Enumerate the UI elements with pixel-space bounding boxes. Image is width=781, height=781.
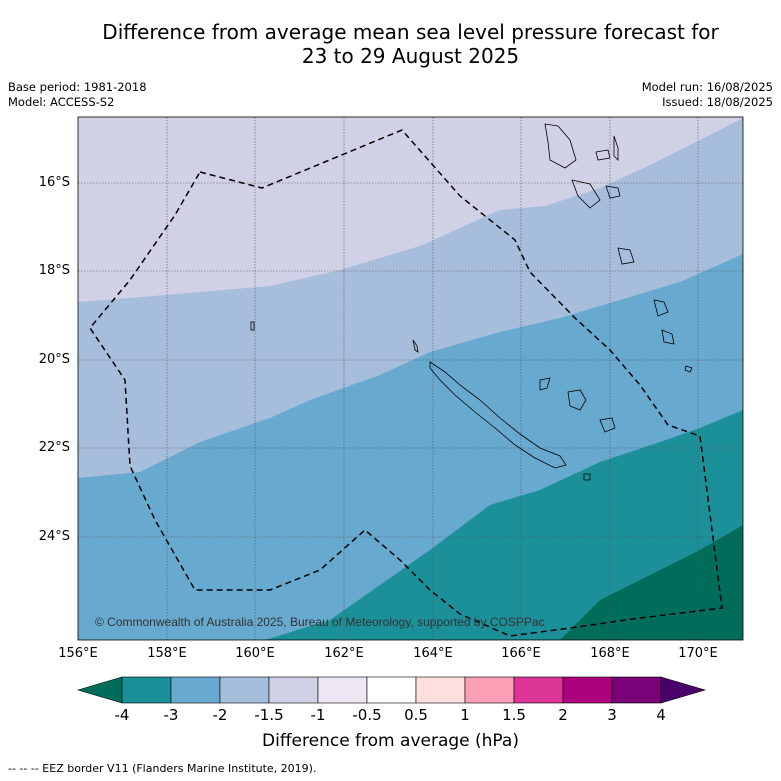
colorbar-seg <box>170 676 221 704</box>
colorbar-seg <box>562 676 613 704</box>
colorbar-seg <box>121 676 172 704</box>
band-minus-3-to-minus-2 <box>265 410 743 640</box>
loyalty-ouvea <box>539 377 551 391</box>
isle-of-pines <box>583 473 591 481</box>
colorbar-seg <box>415 676 466 704</box>
pressure-anomaly-field <box>78 117 743 640</box>
lon-label: 162°E <box>324 646 364 661</box>
colorbar-seg <box>611 676 662 704</box>
model-run: Model run: 16/08/2025 <box>641 80 773 94</box>
vanuatu-ambae <box>595 149 611 161</box>
loyalty-mare <box>599 417 616 433</box>
title-line-2: 23 to 29 August 2025 <box>301 44 520 68</box>
colorbar-extend-high <box>660 676 707 704</box>
colorbar-seg <box>366 676 417 704</box>
colorbar-tick: 2 <box>558 706 568 724</box>
hunter-island <box>661 329 675 345</box>
map-title: Difference from average mean sea level p… <box>0 20 781 68</box>
colorbar-tick: -4 <box>114 706 130 724</box>
colorbar-seg <box>317 676 368 704</box>
vanuatu-pentecost <box>613 135 619 161</box>
colorbar-tick: -3 <box>163 706 179 724</box>
vanuatu-espiritu-santo <box>544 123 577 169</box>
graticule <box>78 117 743 640</box>
vanuatu-efate <box>605 185 621 199</box>
colorbar-seg <box>219 676 270 704</box>
title-line-1: Difference from average mean sea level p… <box>102 20 719 44</box>
colorbar <box>76 676 707 704</box>
colorbar-tick: -0.5 <box>352 706 382 724</box>
colorbar-tick: -2 <box>212 706 228 724</box>
lat-label: 24°S <box>38 529 70 544</box>
belep-islets <box>412 339 419 353</box>
colorbar-tick: 1 <box>460 706 470 724</box>
colorbar-tick: -1.5 <box>254 706 284 724</box>
matthew-hunter-islands <box>653 299 669 317</box>
lon-label: 160°E <box>235 646 275 661</box>
chesterfield-islet <box>250 321 255 331</box>
lat-label: 16°S <box>38 175 70 190</box>
colorbar-title: Difference from average (hPa) <box>262 731 519 751</box>
colorbar-tick: -1 <box>310 706 326 724</box>
base-period: Base period: 1981-2018 <box>8 80 147 94</box>
lon-label: 156°E <box>58 646 98 661</box>
colorbar-seg <box>513 676 564 704</box>
colorbar-seg <box>464 676 515 704</box>
loyalty-lifou <box>567 389 587 411</box>
lat-label: 20°S <box>38 352 70 367</box>
lon-label: 166°E <box>501 646 541 661</box>
lon-label: 164°E <box>413 646 453 661</box>
lat-label: 18°S <box>38 263 70 278</box>
colorbar-tick: 0.5 <box>404 706 428 724</box>
colorbar-tick: 3 <box>607 706 617 724</box>
band-below-minus-3 <box>560 525 743 640</box>
vanuatu-malakula <box>571 179 601 209</box>
copyright-text: © Commonwealth of Australia 2025, Bureau… <box>95 615 545 629</box>
meta-left: Base period: 1981-2018 Model: ACCESS-S2 <box>8 80 147 110</box>
coastlines <box>250 123 693 481</box>
issued-date: Issued: 18/08/2025 <box>662 95 773 109</box>
vanuatu-erromango <box>617 247 635 265</box>
lon-label: 158°E <box>147 646 187 661</box>
colorbar-tick: 1.5 <box>502 706 526 724</box>
colorbar-seg <box>268 676 319 704</box>
lon-label: 168°E <box>590 646 630 661</box>
meta-right: Model run: 16/08/2025 Issued: 18/08/2025 <box>642 80 773 110</box>
lon-label: 170°E <box>678 646 718 661</box>
eez-footnote: -- -- -- EEZ border V11 (Flanders Marine… <box>8 762 317 775</box>
small-islet-east <box>684 365 693 373</box>
model-name: Model: ACCESS-S2 <box>8 95 115 109</box>
lat-label: 22°S <box>38 440 70 455</box>
map-frame <box>77 116 744 641</box>
colorbar-extend-low <box>76 676 123 704</box>
colorbar-tick: 4 <box>656 706 666 724</box>
new-caledonia-island <box>429 361 567 469</box>
